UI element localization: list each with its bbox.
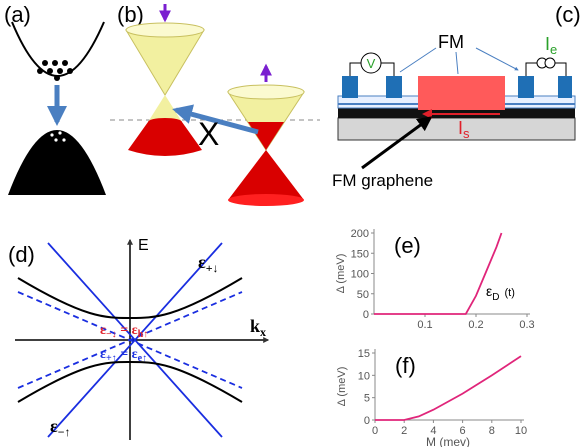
subscript: D — [492, 292, 499, 303]
subscript: x — [260, 325, 266, 339]
electrons — [37, 60, 73, 81]
x-tick-label: 0.1 — [417, 319, 432, 331]
x-tick-label: 0 — [372, 425, 378, 437]
panel-a: (a) — [4, 2, 106, 195]
x-tick-label: 4 — [430, 425, 436, 437]
y-tick-label: 100 — [351, 269, 369, 281]
symbol: ε — [100, 323, 106, 338]
symbol: I — [545, 34, 550, 54]
charge-current: Ie — [545, 34, 557, 57]
y-tick-label: 0 — [363, 309, 369, 321]
symbol: ε — [132, 347, 138, 362]
symbol: k — [250, 316, 260, 336]
panel-label: (c) — [555, 2, 581, 27]
y-tick-label: 5 — [364, 393, 370, 405]
data-line — [374, 232, 503, 315]
y-tick-label: 15 — [358, 348, 370, 360]
band-label: ε+↓ — [198, 252, 219, 275]
panel-b: (b) X — [110, 2, 320, 206]
x-tick-label: 10 — [515, 425, 527, 437]
subscript: +↑ — [106, 353, 117, 364]
fm-graphene-label: FM graphene — [332, 171, 433, 190]
symbol: ε — [486, 283, 492, 299]
symbol: ε — [198, 252, 206, 272]
momentum-axis: kx — [250, 316, 266, 339]
panel-c: (c) V FM Ie Is FM graphene — [332, 2, 581, 190]
y-tick-label: 0 — [364, 415, 370, 427]
panel-d: (d) E kx ε+↓ ε−↓ = εh↑ ε+↑ = εe↑ ε−↑ — [8, 237, 270, 440]
y-tick-label: 50 — [357, 289, 369, 301]
subscript: −↓ — [106, 329, 117, 340]
x-axis-label: M (mev) — [426, 435, 470, 447]
band-label: ε−↑ — [50, 416, 71, 439]
panel-label: (e) — [394, 233, 421, 258]
equals: = — [117, 347, 132, 362]
hole-relation: ε−↓ = εh↑ — [100, 323, 148, 340]
panel-label: (d) — [8, 242, 35, 267]
y-axis-label: Δ (meV) — [335, 254, 347, 294]
valence-band — [8, 130, 106, 195]
energy-axis: E — [138, 237, 149, 254]
subscript: e — [550, 42, 557, 57]
x-tick-label: 8 — [489, 425, 495, 437]
y-tick-label: 150 — [351, 248, 369, 260]
subscript: +↓ — [206, 261, 219, 275]
y-tick-label: 200 — [351, 228, 369, 240]
panel-label: (a) — [4, 2, 31, 27]
symbol: ε — [132, 323, 138, 338]
x-tick-label: 2 — [401, 425, 407, 437]
panel-label: (f) — [395, 353, 416, 378]
x-annotation: εD (t) — [486, 283, 515, 303]
panel-label: (b) — [117, 2, 144, 27]
symbol: I — [458, 118, 463, 138]
symbol: ε — [50, 416, 58, 436]
x-tick-label: 0.2 — [468, 319, 483, 331]
y-tick-label: 10 — [358, 370, 370, 382]
electron-relation: ε+↑ = εe↑ — [100, 347, 147, 364]
conduction-band — [11, 21, 105, 77]
equals: = — [117, 323, 132, 338]
subscript: s — [463, 126, 470, 141]
y-axis-label: Δ (meV) — [336, 367, 348, 407]
spin-current: Is — [458, 118, 470, 141]
symbol: ε — [100, 347, 106, 362]
subscript: e↑ — [138, 353, 147, 364]
x-tick-label: 0.3 — [519, 319, 534, 331]
x-tick-label: 6 — [460, 425, 466, 437]
unit: (t) — [504, 287, 514, 299]
data-line — [375, 355, 522, 421]
fm-label: FM — [438, 32, 464, 52]
holes — [50, 131, 66, 142]
forbidden-mark: X — [198, 116, 219, 152]
subscript: h↑ — [138, 329, 149, 340]
voltmeter-label: V — [367, 56, 376, 71]
subscript: −↑ — [58, 425, 71, 439]
